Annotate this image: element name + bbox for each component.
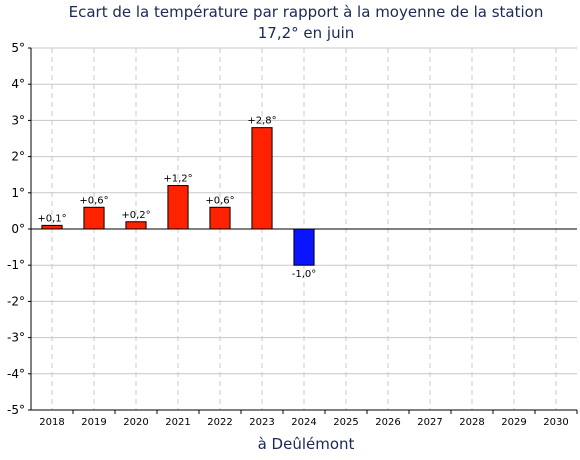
y-tick-label: -5° xyxy=(7,403,25,417)
chart-subtitle: 17,2° en juin xyxy=(258,24,355,42)
x-tick-label: 2026 xyxy=(375,417,400,428)
x-tick-label: 2030 xyxy=(543,417,568,428)
bar-2022 xyxy=(209,206,231,230)
bar-2024 xyxy=(293,228,315,266)
data-label: +2,8° xyxy=(247,116,276,127)
x-axis-label: à Deûlémont xyxy=(258,435,355,453)
data-label: +0,2° xyxy=(121,210,150,221)
x-tick-label: 2024 xyxy=(291,417,316,428)
chart-title: Ecart de la température par rapport à la… xyxy=(69,3,544,21)
x-tick-label: 2029 xyxy=(501,417,526,428)
y-tick-label: -4° xyxy=(7,367,25,381)
x-tick-label: 2020 xyxy=(123,417,148,428)
data-label: +0,6° xyxy=(79,195,108,206)
data-label: +0,1° xyxy=(37,213,66,224)
bar-2021 xyxy=(167,185,189,230)
data-label: +0,6° xyxy=(205,195,234,206)
data-label: -1,0° xyxy=(292,269,317,280)
y-tick-label: 4° xyxy=(11,77,25,91)
bar-2020 xyxy=(125,221,147,230)
x-tick-label: 2025 xyxy=(333,417,358,428)
y-tick-label: -3° xyxy=(7,331,25,345)
x-tick-label: 2022 xyxy=(207,417,232,428)
x-tick-label: 2027 xyxy=(417,417,442,428)
bar-2018 xyxy=(41,224,63,230)
x-tick-label: 2028 xyxy=(459,417,484,428)
data-label: +1,2° xyxy=(163,174,192,185)
y-tick-label: -1° xyxy=(7,258,25,272)
y-tick-label: 3° xyxy=(11,113,25,127)
bars: +0,1° +0,6° +0,2° +1,2° +0,6° +2,8° -1,0° xyxy=(37,116,316,281)
bar-2023 xyxy=(251,127,273,230)
y-tick-label: 2° xyxy=(11,150,25,164)
bar-2019 xyxy=(83,206,105,230)
y-tick-label: 5° xyxy=(11,41,25,55)
y-tick-label: 0° xyxy=(11,222,25,236)
x-tick-label: 2019 xyxy=(81,417,106,428)
x-tick-label: 2018 xyxy=(39,417,64,428)
axes: 5° 4° 3° 2° 1° 0° -1° -2° -3° -4° -5° 2018 2019 2020 2… xyxy=(7,41,578,428)
y-tick-label: -2° xyxy=(7,294,25,308)
x-tick-label: 2021 xyxy=(165,417,190,428)
y-tick-label: 1° xyxy=(11,186,25,200)
x-tick-label: 2023 xyxy=(249,417,274,428)
